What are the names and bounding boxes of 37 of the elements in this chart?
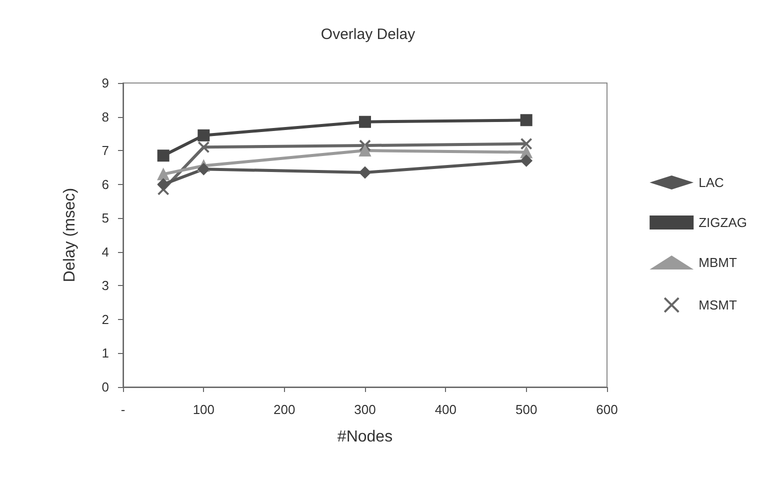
point [198,129,210,142]
x-tick-label: - [120,402,126,417]
legend-label: MBMT [698,255,737,270]
point [359,166,371,179]
legend-label: ZIGZAG [698,215,747,230]
point [520,138,532,150]
x-axis-title: #Nodes [337,428,393,446]
point [157,178,170,190]
y-tick-label: 6 [102,176,109,192]
y-tick-label: 0 [102,380,109,394]
point [198,141,210,154]
legend-label: MSMT [698,298,737,312]
x-tick-label: 400 [434,402,457,417]
x-tick-label: 500 [515,402,538,417]
point [359,139,371,152]
chart-title: Overlay Delay [320,26,416,43]
y-tick-label: 3 [102,278,109,294]
point [520,114,532,126]
point [157,150,170,162]
y-axis-title: Delay (msec) [62,188,78,282]
y-tick-label: 1 [102,346,109,361]
x-tick-label: 300 [354,402,376,417]
y-tick-label: 4 [102,244,109,260]
y-tick-label: 8 [102,109,109,124]
y-tick-label: 5 [102,210,109,226]
point [359,116,371,128]
x-tick-label: 600 [596,402,618,417]
y-tick-label: 2 [102,312,109,327]
point [198,163,210,176]
point [520,154,532,167]
point [359,144,371,157]
y-tick-label: 9 [102,76,109,90]
legend-label: LAC [698,175,724,190]
y-tick-label: 7 [102,143,109,158]
point [157,168,170,180]
x-tick-label: 200 [273,402,296,417]
x-tick-label: 100 [192,402,215,417]
